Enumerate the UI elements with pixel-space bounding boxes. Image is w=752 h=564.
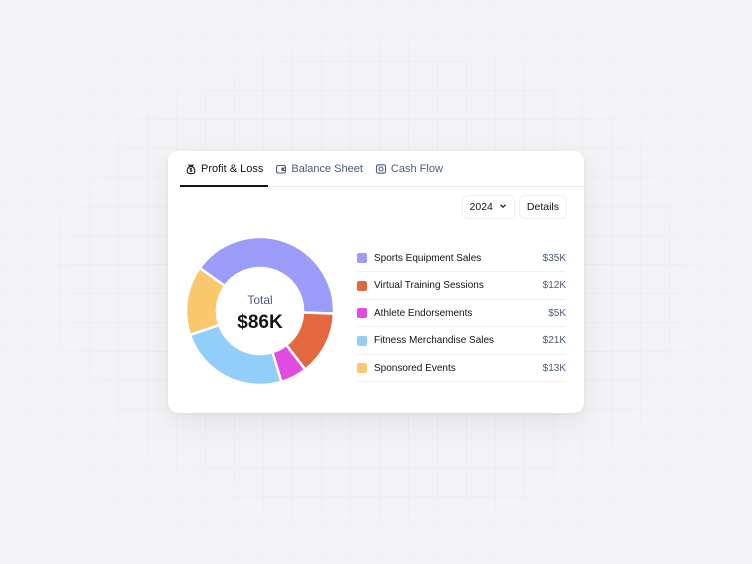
tab-cash-flow[interactable]: Cash Flow xyxy=(370,151,448,186)
wallet-icon xyxy=(275,163,287,175)
legend-swatch xyxy=(357,253,367,263)
year-select[interactable]: 2024 xyxy=(462,196,514,218)
total-label: Total xyxy=(247,293,272,307)
donut-slice[interactable] xyxy=(198,236,335,315)
year-select-value: 2024 xyxy=(469,201,493,213)
donut-slice[interactable] xyxy=(188,323,283,386)
legend-item-value: $13K xyxy=(542,362,566,374)
legend-item-value: $35K xyxy=(542,252,566,264)
financial-report-card: Profit & Loss Balance Sheet Cash Flow xyxy=(168,151,584,413)
chart-legend: Sports Equipment Sales $35K Virtual Traini… xyxy=(357,245,566,383)
details-button[interactable]: Details xyxy=(519,196,566,218)
legend-item[interactable]: Fitness Merchandise Sales $21K xyxy=(357,328,566,355)
legend-item-value: $5K xyxy=(548,307,566,319)
legend-swatch xyxy=(357,308,367,319)
tab-profit-loss[interactable]: Profit & Loss xyxy=(180,151,269,187)
legend-item[interactable]: Sponsored Events $13K xyxy=(357,355,566,383)
tab-label: Profit & Loss xyxy=(201,162,264,175)
chevron-down-icon xyxy=(499,201,507,213)
tab-label: Cash Flow xyxy=(390,162,443,175)
legend-item[interactable]: Athlete Endorsements $5K xyxy=(357,300,566,328)
legend-swatch xyxy=(357,363,367,374)
tab-label: Balance Sheet xyxy=(291,162,363,175)
donut-chart: Total $86K xyxy=(185,236,335,386)
report-tabs: Profit & Loss Balance Sheet Cash Flow xyxy=(180,151,584,187)
total-value: $86K xyxy=(237,312,283,333)
legend-item-value: $12K xyxy=(542,280,566,292)
legend-swatch xyxy=(357,280,367,291)
report-controls: 2024 Details xyxy=(462,196,566,218)
donut-slice[interactable] xyxy=(185,266,227,337)
tab-balance-sheet[interactable]: Balance Sheet xyxy=(270,151,368,186)
legend-item[interactable]: Virtual Training Sessions $12K xyxy=(357,273,566,300)
legend-item-name: Fitness Merchandise Sales xyxy=(374,335,495,347)
legend-swatch xyxy=(357,335,367,346)
legend-item-value: $21K xyxy=(542,335,566,347)
coins-icon xyxy=(375,163,387,175)
legend-item-name: Sponsored Events xyxy=(374,362,456,374)
legend-item-name: Athlete Endorsements xyxy=(374,307,473,319)
legend-item-name: Virtual Training Sessions xyxy=(374,280,484,292)
legend-item[interactable]: Sports Equipment Sales $35K xyxy=(357,245,566,272)
money-bag-icon xyxy=(185,163,197,175)
legend-item-name: Sports Equipment Sales xyxy=(374,252,482,264)
details-button-label: Details xyxy=(526,201,559,213)
